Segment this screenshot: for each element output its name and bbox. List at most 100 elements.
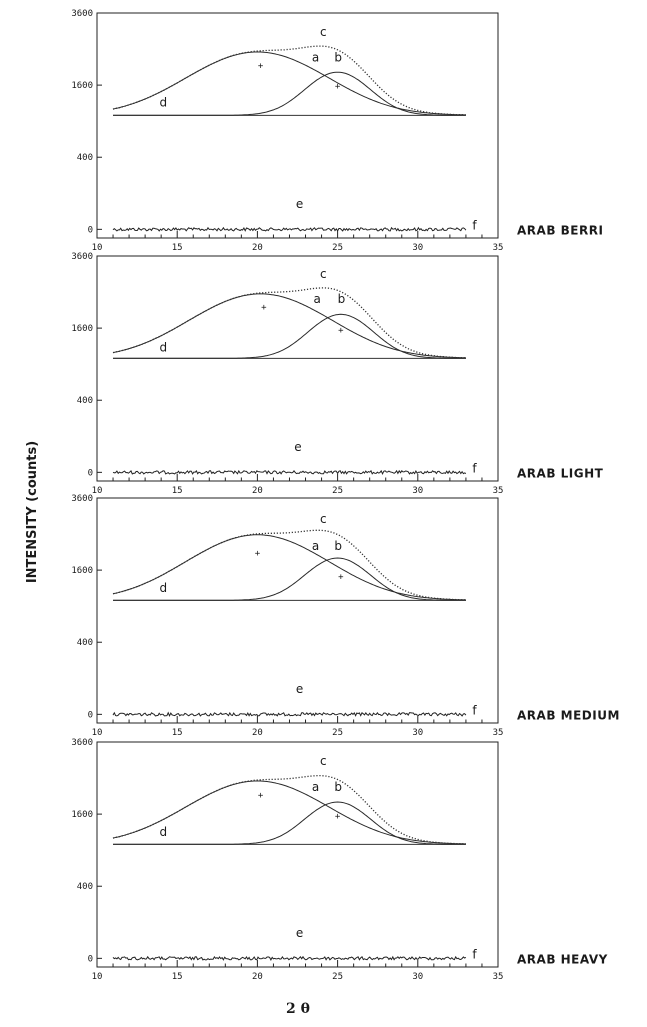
x-tick-label: 30 [412,243,423,253]
y-tick-label: 1600 [71,81,93,91]
x-tick-label: 15 [172,243,183,253]
x-tick-label: 15 [172,486,183,496]
x-tick-label: 25 [332,972,343,982]
curve-label-d: d [160,96,168,110]
x-tick-label: 25 [332,728,343,738]
curve-label-a: a [314,292,321,306]
curve-label-d: d [160,581,168,595]
y-tick-label: 0 [88,954,93,964]
x-tick-label: 20 [252,728,263,738]
peak-marker: + [258,62,264,72]
peak-b-curve [113,313,466,359]
curve-label-f: f [472,947,477,961]
y-tick-label: 400 [77,396,93,406]
curve-label-f: f [472,703,477,717]
x-tick-label: 35 [493,728,504,738]
sum-c-curve [112,774,466,845]
x-tick-label: 10 [92,486,103,496]
x-tick-label: 10 [92,972,103,982]
y-tick-label: 0 [88,710,93,720]
y-tick-label: 400 [77,882,93,892]
y-tick-label: 0 [88,225,93,235]
curve-label-a: a [312,780,319,794]
panel-arab-medium: 10 15 20 25 30 35 0 400 1600 3600 + + a bc d e f ARAB MED… [71,494,620,738]
sum-c-curve [112,45,466,116]
x-tick-label: 15 [172,728,183,738]
panel-arab-light: 10 15 20 25 30 35 0 400 1600 3600 + + a bc d e f ARAB LIG… [71,252,603,496]
x-tick-label: 30 [412,972,423,982]
plot-frame [96,497,499,724]
x-tick-label: 20 [252,243,263,253]
residual-e-curve [112,226,467,232]
curve-label-c: c [320,754,327,768]
curve-label-e: e [296,682,303,696]
peak-b-curve [113,801,466,845]
y-tick-label: 3600 [71,252,93,262]
panel-label: ARAB MEDIUM [517,708,620,722]
peak-marker: + [338,573,344,583]
panel-label: ARAB BERRI [517,223,603,237]
peak-marker: + [255,549,261,559]
x-tick-label: 10 [92,728,103,738]
x-tick-label: 10 [92,243,103,253]
x-axis-title: 2 θ [286,1001,310,1017]
x-tick-label: 25 [332,486,343,496]
x-tick-label: 30 [412,728,423,738]
peak-b-curve [113,71,466,116]
panel-arab-berri: 10 15 20 25 30 35 0 400 1600 3600 + + a bc d e f ARAB BER… [71,9,603,253]
sum-c-curve [112,287,466,359]
curve-label-e: e [296,197,303,211]
peak-marker: + [258,791,264,801]
y-tick-label: 400 [77,638,93,648]
peak-marker: + [335,812,341,822]
y-tick-label: 3600 [71,9,93,19]
panel-label: ARAB HEAVY [517,952,608,966]
curve-label-c: c [320,512,327,526]
plot-frame [96,741,499,968]
peak-b-curve [113,557,466,601]
y-tick-label: 1600 [71,324,93,334]
curve-label-b: b [338,292,346,306]
curve-label-d: d [160,825,168,839]
curve-label-b: b [334,780,342,794]
plot-frame [96,255,499,482]
curve-label-f: f [472,461,477,475]
x-tick-label: 35 [493,972,504,982]
sum-c-curve [112,529,466,601]
curve-label-a: a [312,539,319,553]
panel-label: ARAB LIGHT [517,466,604,480]
curve-label-d: d [160,341,168,355]
y-tick-label: 0 [88,468,93,478]
y-tick-label: 1600 [71,810,93,820]
x-tick-label: 35 [493,243,504,253]
peak-marker: + [335,82,341,92]
y-tick-label: 1600 [71,566,93,576]
curve-label-a: a [312,50,319,64]
x-tick-label: 15 [172,972,183,982]
x-tick-label: 35 [493,486,504,496]
residual-e-curve [112,711,467,718]
curve-label-b: b [334,50,342,64]
y-tick-label: 400 [77,153,93,163]
curve-label-e: e [294,440,301,454]
y-axis-title: INTENSITY (counts) [25,441,40,583]
curve-label-b: b [334,539,342,553]
curve-label-c: c [320,25,327,39]
x-tick-label: 20 [252,486,263,496]
panel-arab-heavy: 10 15 20 25 30 35 0 400 1600 3600 + + a bc d e f ARAB HEA… [71,738,608,982]
curve-label-c: c [320,267,327,281]
curve-label-f: f [472,218,477,232]
curve-label-e: e [296,926,303,940]
y-tick-label: 3600 [71,494,93,504]
x-tick-label: 20 [252,972,263,982]
residual-e-curve [112,469,467,475]
peak-marker: + [338,326,344,336]
plot-frame [96,12,499,239]
residual-e-curve [112,955,467,961]
x-tick-label: 30 [412,486,423,496]
x-tick-label: 25 [332,243,343,253]
peak-marker: + [261,303,267,313]
y-tick-label: 3600 [71,738,93,748]
